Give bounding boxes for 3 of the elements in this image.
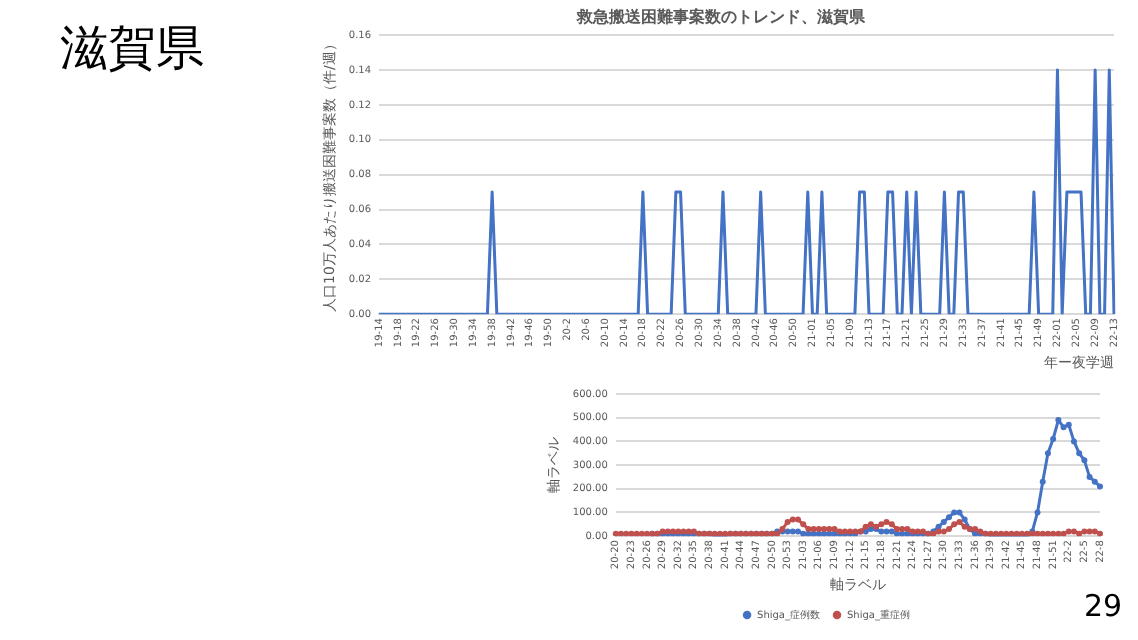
chart-title: 救急搬送困難事案数のトレンド、滋賀県 [575, 5, 867, 26]
text: 滋賀県 [60, 18, 204, 80]
text: 29 [1084, 588, 1123, 624]
